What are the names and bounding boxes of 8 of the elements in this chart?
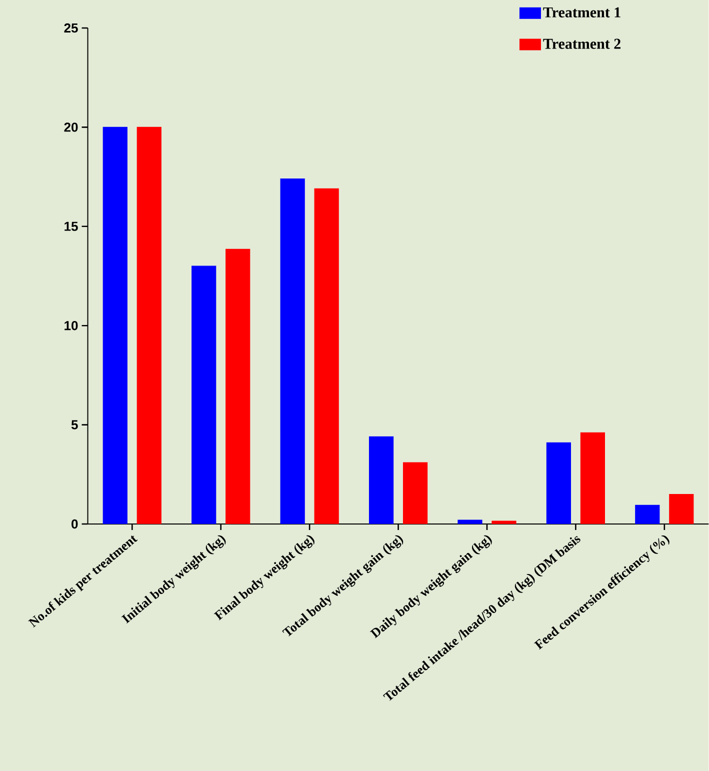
y-tick-label: 10 [64,320,78,330]
y-tick-label: 5 [72,420,78,430]
y-tick-label: 25 [64,23,78,33]
legend-label: Treatment 1 [543,7,620,18]
legend-label: Treatment 2 [543,38,621,49]
y-tick-label: 0 [72,519,78,529]
y-tick-label: 20 [64,122,78,132]
y-tick-label: 15 [64,222,78,231]
